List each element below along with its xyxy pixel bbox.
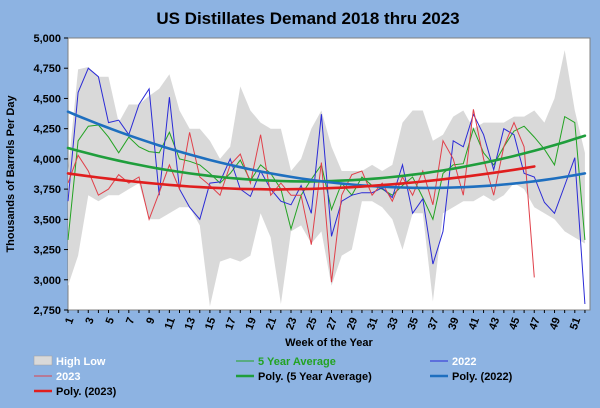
trend-layer [66, 110, 587, 191]
y-tick-label: 2,750 [33, 305, 61, 317]
y-tick-label: 5,000 [33, 33, 61, 45]
y-tick-label: 4,250 [33, 124, 61, 136]
y-tick-label: 3,000 [33, 275, 61, 287]
x-tick-label: 29 [345, 316, 360, 332]
x-tick-label: 31 [365, 316, 380, 332]
x-tick-label: 43 [487, 316, 502, 332]
x-tick-label: 49 [548, 316, 563, 332]
x-tick-label: 35 [406, 316, 421, 332]
x-tick-label: 13 [183, 316, 198, 332]
x-tick-label: 19 [244, 316, 259, 332]
x-tick-label: 25 [304, 316, 319, 332]
legend-entry-label: High Low [56, 356, 106, 368]
x-tick-label: 47 [527, 316, 542, 332]
x-tick-label: 39 [446, 316, 461, 332]
series-2023-line [67, 109, 535, 283]
trend-poly-2023-line [66, 165, 536, 191]
y-tick-label: 3,500 [33, 214, 61, 226]
series-2022-line [67, 67, 586, 305]
legend-entry-label: 2023 [56, 371, 80, 383]
x-tick-label: 41 [467, 316, 482, 332]
x-tick-label: 7 [124, 316, 137, 326]
y-axis-label: Thousands of Barrels Per Day [5, 95, 17, 253]
legend-entry-label: 5 Year Average [258, 356, 336, 368]
legend: High Low 5 Year Average 2022 2023 Poly. (5 Y… [33, 355, 513, 398]
legend-entry-label: Poly. (2022) [452, 371, 513, 383]
y-tick-label: 4,000 [33, 154, 61, 166]
x-tick-label: 1 [63, 316, 76, 326]
legend-entry-label: Poly. (2023) [56, 386, 117, 398]
x-tick-label: 23 [284, 316, 299, 332]
x-tick-label: 17 [223, 316, 238, 332]
x-tick-label: 37 [426, 316, 441, 332]
trend-poly-2022-line [66, 110, 587, 190]
x-tick-label: 5 [104, 316, 117, 326]
legend-swatch [33, 355, 53, 366]
x-tick-label: 27 [325, 316, 340, 332]
y-tick-label: 3,750 [33, 184, 61, 196]
x-tick-label: 9 [144, 316, 157, 326]
x-tick-label: 45 [507, 316, 522, 332]
axis-layer: 2,750 3,000 3,250 3,500 3,750 4,000 4,250 4,500… [33, 33, 586, 332]
y-tick-label: 3,250 [33, 245, 61, 257]
legend-entry-label: Poly. (5 Year Average) [258, 371, 372, 383]
x-tick-label: 15 [203, 316, 218, 332]
legend-entry-label: 2022 [452, 356, 476, 368]
y-tick-label: 4,750 [33, 63, 61, 75]
x-tick-label: 11 [163, 316, 178, 331]
x-tick-label: 51 [568, 316, 583, 332]
x-tick-label: 3 [83, 316, 96, 326]
chart-title: US Distillates Demand 2018 thru 2023 [156, 9, 459, 28]
x-tick-label: 21 [264, 316, 279, 332]
x-axis-label: Week of the Year [285, 337, 373, 349]
x-tick-label: 33 [385, 316, 400, 332]
y-tick-label: 4,500 [33, 93, 61, 105]
